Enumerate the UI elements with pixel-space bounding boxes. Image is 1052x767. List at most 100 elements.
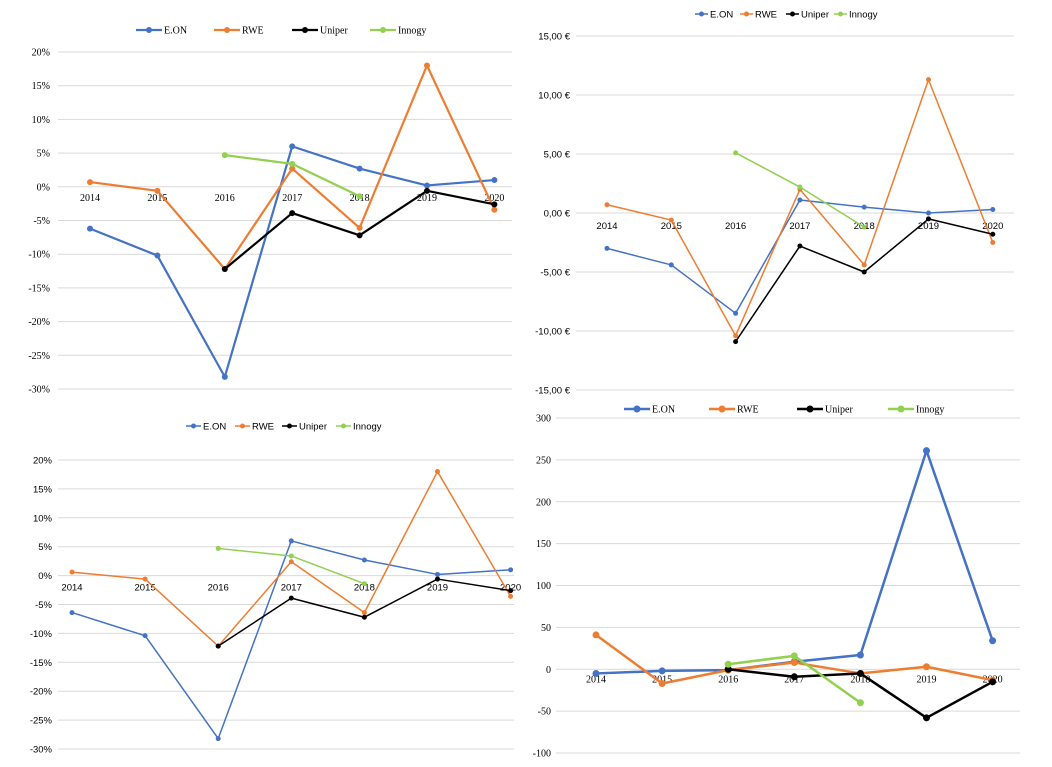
data-point-eon [733, 310, 739, 316]
legend-marker [838, 11, 843, 17]
data-point-innogy [797, 184, 803, 190]
data-point-eon [861, 204, 867, 210]
y-tick-label: -15% [28, 283, 50, 294]
data-point-uniper [508, 588, 514, 594]
x-tick-label: 2014 [596, 221, 617, 232]
y-tick-label: 200 [536, 497, 551, 508]
y-tick-label: 15% [32, 81, 50, 92]
x-tick-label: 2018 [850, 674, 870, 685]
data-point-eon [491, 177, 498, 184]
x-tick-label: 2015 [147, 193, 167, 204]
data-point-innogy [856, 699, 864, 707]
data-point-innogy [356, 193, 363, 200]
x-tick-label: 2019 [417, 193, 437, 204]
legend-marker [191, 423, 196, 429]
y-tick-label: 0 [546, 665, 551, 676]
data-point-eon [288, 538, 294, 544]
data-point-uniper [361, 614, 367, 620]
data-point-rwe [289, 165, 296, 172]
data-point-innogy [215, 545, 221, 551]
data-point-innogy [289, 160, 296, 167]
y-tick-label: -30% [28, 385, 50, 396]
x-tick-label: 2018 [354, 583, 375, 594]
x-tick-label: 2014 [61, 583, 82, 594]
data-point-innogy [361, 581, 367, 587]
legend-marker [240, 423, 245, 429]
series-line-eon [606, 199, 993, 315]
y-tick-label: 5,00 € [544, 150, 571, 161]
data-point-uniper [990, 231, 996, 237]
data-point-rwe [861, 262, 867, 268]
data-point-rwe [87, 179, 93, 186]
data-point-eon [221, 373, 228, 380]
y-tick-label: 5% [37, 149, 50, 160]
y-tick-label: 10% [33, 513, 53, 524]
y-tick-label: -5% [35, 600, 52, 611]
y-tick-label: -20% [30, 687, 53, 698]
data-point-rwe [926, 77, 931, 83]
data-point-uniper [733, 339, 739, 345]
legend-label: E.ON [710, 10, 733, 21]
data-point-innogy [724, 660, 732, 668]
data-point-rwe [356, 224, 363, 231]
series-line-eon [595, 449, 994, 675]
legend-marker [146, 27, 152, 33]
x-tick-label: 2016 [208, 583, 229, 594]
data-point-eon [356, 165, 363, 172]
x-tick-label: 2019 [917, 674, 937, 685]
legend-marker [718, 405, 726, 413]
data-point-innogy [790, 652, 798, 660]
data-point-eon [926, 210, 931, 216]
data-point-eon [154, 252, 161, 259]
y-tick-label: 50 [541, 623, 551, 634]
x-tick-label: 2015 [652, 674, 672, 685]
y-tick-label: 300 [536, 414, 551, 425]
y-tick-label: 0% [38, 571, 52, 582]
legend-label: Uniper [801, 10, 829, 21]
series-line-eon [71, 540, 511, 740]
data-point-rwe [154, 187, 161, 194]
data-point-uniper [221, 266, 228, 273]
data-point-rwe [592, 631, 600, 639]
data-point-rwe [69, 569, 75, 575]
data-point-innogy [221, 152, 228, 159]
data-point-eon [87, 225, 93, 232]
series-line-rwe [606, 78, 994, 337]
legend-marker [744, 11, 749, 17]
x-tick-label: 2017 [281, 583, 302, 594]
chart-3: 20% 15% 10% 5% 0% -5% -10% -15% -20% -25% -30% 2014… [30, 422, 521, 756]
data-point-rwe [733, 333, 739, 339]
chart-2: 15,00 € 10,00 € 5,00 € 0,00 € -5,00 € -10,00 … [535, 10, 1014, 397]
legend-marker [806, 405, 814, 413]
legend-label: RWE [252, 422, 274, 433]
data-point-eon [69, 610, 75, 616]
data-point-innogy [733, 150, 739, 156]
legend-label: Innogy [916, 405, 944, 416]
x-tick-label: 2020 [484, 193, 504, 204]
y-tick-label: 10% [32, 115, 50, 126]
legend-marker [897, 405, 905, 413]
y-tick-label: -5% [33, 216, 50, 227]
data-point-rwe [508, 593, 514, 599]
x-tick-label: 2016 [718, 674, 738, 685]
legend-marker [341, 423, 346, 429]
data-point-rwe [361, 610, 367, 616]
x-tick-label: 2020 [982, 221, 1003, 232]
y-tick-label: 150 [536, 539, 551, 550]
data-point-eon [989, 637, 997, 645]
data-point-innogy [288, 553, 294, 559]
data-point-rwe [288, 559, 294, 565]
data-point-eon [668, 262, 674, 268]
x-tick-label: 2017 [789, 221, 810, 232]
y-tick-label: 100 [536, 581, 551, 592]
y-tick-label: 15,00 € [538, 32, 570, 43]
legend-label: RWE [755, 10, 777, 21]
legend-label: Innogy [353, 422, 382, 433]
y-tick-label: -30% [30, 745, 53, 756]
x-tick-label: 2015 [135, 583, 156, 594]
y-tick-label: -50 [538, 707, 551, 718]
data-point-innogy [861, 224, 867, 230]
y-tick-label: 250 [536, 455, 551, 466]
series-line-eon [89, 145, 495, 378]
legend-marker [224, 27, 230, 33]
